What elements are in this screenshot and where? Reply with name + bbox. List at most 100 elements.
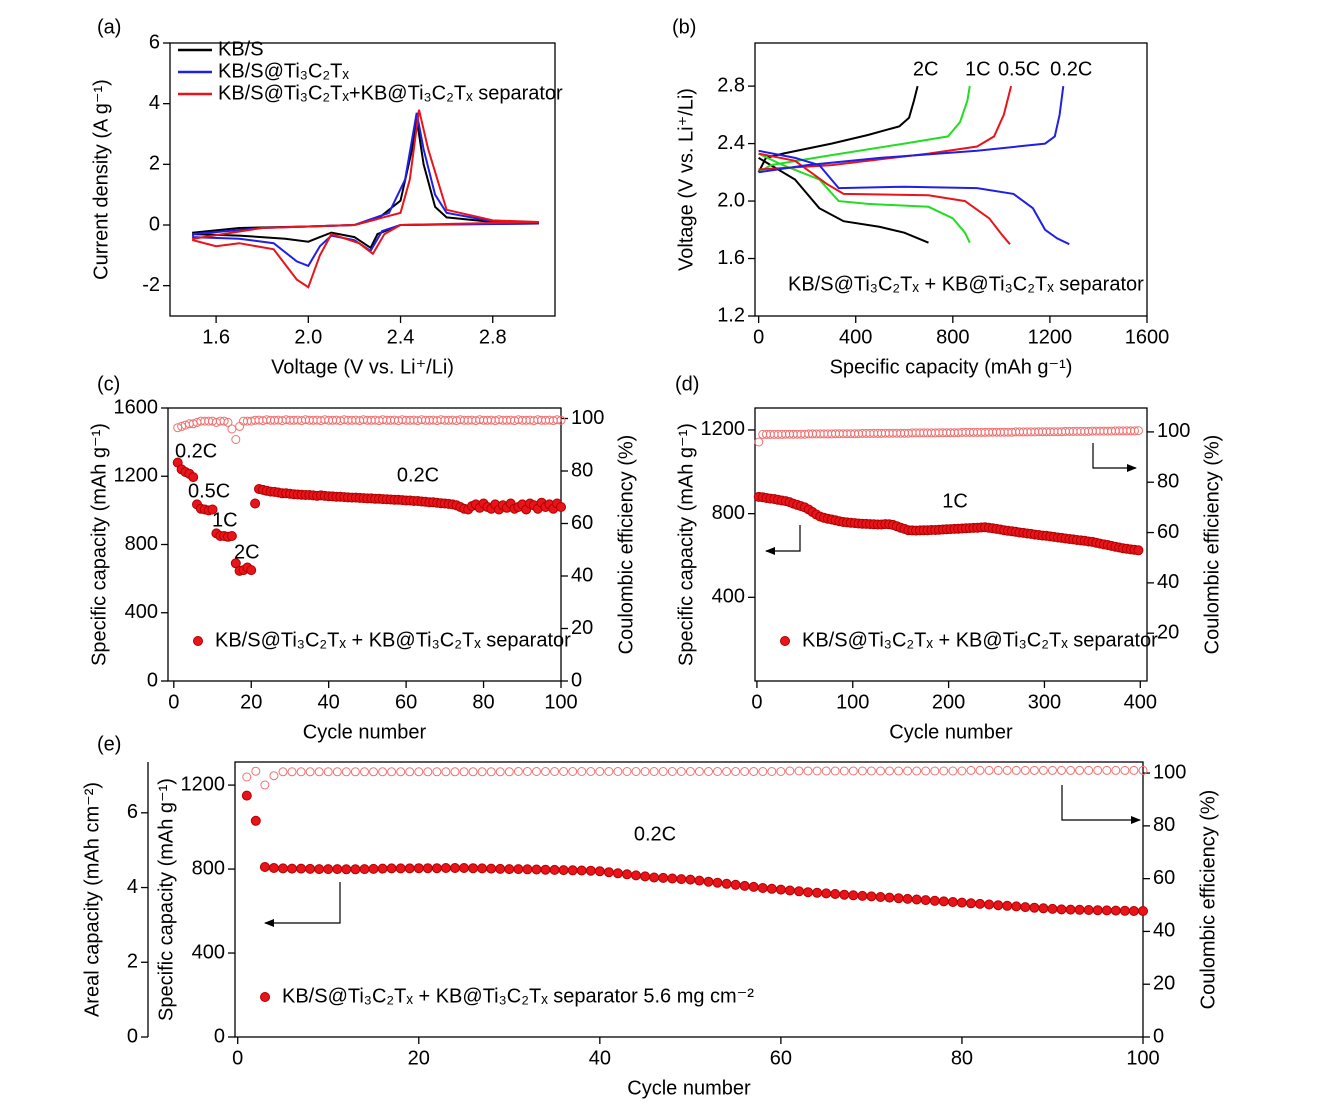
efficiency-point [848, 766, 858, 776]
y-axis-label: Voltage (V vs. Li⁺/Li) [675, 88, 697, 271]
capacity-point [556, 502, 566, 512]
efficiency-point [676, 767, 686, 776]
y-tick-label: 2.8 [717, 74, 745, 96]
x-tick-label: 800 [936, 326, 969, 348]
efficiency-point [939, 766, 949, 776]
efficiency-point [1011, 765, 1021, 775]
y2-tick-label: 40 [1157, 571, 1179, 593]
capacity-point [268, 863, 279, 873]
legend-marker [193, 636, 203, 646]
capacity-point [531, 864, 542, 875]
efficiency-point [830, 766, 840, 776]
capacity-point [676, 874, 687, 885]
capacity-point [911, 894, 922, 905]
efficiency-point [541, 767, 550, 776]
efficiency-point [577, 767, 587, 776]
capacity-point [766, 883, 777, 894]
capacity-point [902, 893, 913, 904]
x-tick-label: 100 [1126, 1047, 1159, 1069]
y2-tick-label: 20 [571, 617, 593, 639]
series-label: 1C [965, 58, 991, 80]
efficiency-point [803, 766, 813, 776]
y3-tick-label: 2 [127, 951, 138, 973]
x-tick-label: 40 [589, 1047, 611, 1069]
capacity-point [1020, 902, 1031, 913]
x-tick-label: 80 [951, 1047, 973, 1069]
x-tick-label: 20 [408, 1047, 430, 1069]
y-tick-label: 4 [149, 92, 160, 114]
efficiency-point [173, 423, 183, 433]
capacity-point [830, 889, 841, 899]
capacity-point [567, 865, 578, 876]
y-tick-label: 400 [192, 941, 225, 963]
efficiency-point [857, 766, 867, 776]
efficiency-point [921, 766, 931, 776]
efficiency-point [1020, 765, 1030, 775]
capacity-point [803, 887, 813, 898]
capacity-point [558, 865, 569, 876]
x-tick-label: 2.4 [387, 326, 415, 348]
efficiency-point [595, 767, 605, 776]
efficiency-point [242, 772, 252, 782]
y-tick-label: 1200 [114, 465, 159, 487]
x-tick-label: 0 [168, 691, 179, 713]
y-tick-label: 6 [149, 31, 160, 53]
capacity-point [549, 864, 560, 875]
arrow [264, 882, 341, 927]
legend-label: KB/S@Ti₃C₂Tₓ + KB@Ti₃C₂Tₓ separator 5.6 … [282, 985, 754, 1007]
capacity-point [477, 863, 488, 874]
capacity-point [721, 878, 732, 889]
capacity-point [296, 863, 307, 874]
y3-tick-label: 6 [127, 801, 138, 823]
efficiency-point [251, 766, 261, 776]
efficiency-point [559, 767, 569, 776]
efficiency-point [532, 767, 541, 776]
efficiency-point [350, 767, 360, 777]
capacity-point [594, 866, 605, 877]
x-tick-label: 1.6 [202, 326, 230, 348]
capacity-point [993, 900, 1004, 911]
y-tick-label: 1200 [701, 418, 746, 440]
x-tick-label: 0 [751, 691, 762, 713]
efficiency-point [296, 767, 306, 777]
legend-marker [260, 992, 270, 1002]
capacity-point [504, 864, 515, 875]
capacity-point [1110, 905, 1121, 916]
x-tick-label: 60 [770, 1047, 792, 1069]
efficiency-point [219, 416, 229, 426]
x-tick-label: 300 [1028, 691, 1061, 713]
y2-tick-label: 20 [1157, 621, 1179, 643]
capacity-point [1101, 905, 1112, 916]
capacity-point [323, 864, 334, 875]
efficiency-point [260, 780, 270, 790]
y2-axis-label: Coulombic efficiency (%) [1201, 435, 1223, 655]
y-axis-label: Specific capacity (mAh g⁻¹) [675, 423, 697, 666]
capacity-point [839, 889, 850, 900]
efficiency-point [495, 767, 505, 777]
y-tick-label: 800 [192, 857, 225, 879]
capacity-point [576, 865, 587, 876]
capacity-point [540, 864, 551, 875]
y2-tick-label: 60 [1153, 867, 1175, 889]
x-axis-label: Cycle number [889, 721, 1013, 743]
capacity-point [278, 863, 288, 874]
x-tick-label: 80 [472, 691, 494, 713]
capacity-point [188, 472, 199, 483]
y-tick-label: -2 [142, 274, 160, 296]
capacity-point [794, 886, 804, 897]
arrow [1061, 785, 1141, 824]
x-axis-label: Cycle number [303, 721, 427, 743]
capacity-point [640, 871, 651, 882]
efficiency-point [341, 767, 351, 777]
capacity-point [1128, 906, 1139, 916]
efficiency-point [876, 766, 885, 776]
capacity-point [812, 887, 823, 898]
efficiency-point [1057, 765, 1066, 775]
y-tick-label: 1200 [181, 773, 226, 795]
efficiency-point [568, 767, 578, 776]
efficiency-point [667, 767, 677, 776]
capacity-point [1029, 902, 1040, 913]
y2-tick-label: 0 [571, 669, 582, 691]
efficiency-point [912, 766, 922, 776]
panel-label: (a) [97, 16, 121, 38]
